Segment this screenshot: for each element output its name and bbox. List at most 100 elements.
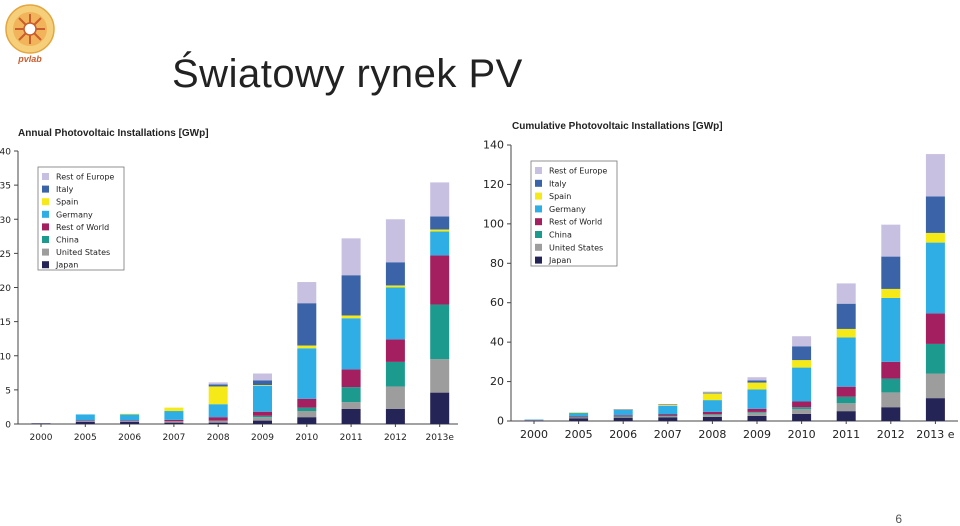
bar-segment-japan-2010 (297, 417, 317, 424)
x-tick-label: 2009 (251, 433, 274, 443)
bar-segment-china-2012 (881, 378, 901, 393)
bar-segment-spain-2013e (925, 232, 945, 243)
bar-segment-china-2006 (613, 416, 633, 417)
legend-label: Rest of World (549, 218, 602, 227)
bar-segment-rest-of-world-2010 (297, 398, 317, 408)
bar-segment-italy-2007 (658, 404, 678, 406)
x-tick-label: 2006 (118, 433, 141, 443)
legend-label: Rest of Europe (56, 173, 114, 182)
bar-segment-united-states-2005 (569, 417, 589, 419)
bar-segment-spain-2009 (747, 382, 767, 390)
bar-segment-italy-2010 (792, 346, 812, 361)
bar-segment-rest-of-world-2010 (792, 401, 812, 408)
legend-label: China (549, 231, 572, 240)
bar-segment-spain-2012 (881, 288, 901, 298)
bar-segment-italy-2008 (208, 384, 228, 387)
bar-segment-united-states-2013e (925, 373, 945, 399)
bar-segment-rest-of-world-2005 (75, 420, 95, 422)
y-tick-label: 140 (483, 139, 504, 152)
legend-label: Germany (549, 205, 586, 214)
bar-segment-rest-of-europe-2011 (836, 283, 856, 304)
y-tick-label: 0 (497, 415, 504, 428)
bar-segment-germany-2011 (836, 337, 856, 387)
x-tick-label: 2000 (520, 428, 548, 441)
bar-segment-spain-2013e (430, 229, 450, 232)
bar-segment-united-states-2007 (658, 415, 678, 418)
legend-box (530, 160, 618, 267)
bar-segment-rest-of-europe-2008 (208, 382, 228, 385)
x-tick-label: 2011 (832, 428, 860, 441)
bar-segment-rest-of-world-2007 (658, 414, 678, 416)
legend: Rest of Europe Italy Spain Germany Rest of W… (530, 160, 618, 267)
bar-segment-japan-2000 (31, 423, 51, 424)
bar-segment-italy-2008 (702, 392, 722, 394)
bar-segment-italy-2009 (747, 380, 767, 383)
bar-segment-china-2011 (341, 387, 361, 403)
bar-segment-united-states-2006 (120, 421, 140, 422)
legend-swatch (42, 223, 49, 231)
bar-segment-rest-of-europe-2013e (430, 182, 450, 217)
x-tick-label: 2012 (384, 433, 407, 443)
bar-segment-japan-2009 (747, 415, 767, 421)
x-tick-label: 2005 (565, 428, 593, 441)
y-tick-label: 25 (0, 250, 11, 260)
bar-segment-china-2013e (430, 304, 450, 360)
bar-segment-rest-of-world-2013e (430, 255, 450, 305)
bar-segment-germany-2009 (747, 389, 767, 409)
bar-segment-rest-of-world-2008 (702, 411, 722, 415)
legend: Rest of Europe Italy Spain Germany Rest of W… (37, 166, 125, 271)
bar-segment-japan-2005 (75, 421, 95, 424)
x-tick-label: 2008 (207, 433, 230, 443)
bar-segment-united-states-2010 (792, 408, 812, 414)
bar-segment-japan-2010 (792, 413, 812, 421)
bar-segment-rest-of-europe-2010 (297, 282, 317, 304)
annual-chart-title: Annual Photovoltaic Installations [GWp] (18, 128, 209, 139)
bar-segment-rest-of-europe-2007 (658, 404, 678, 405)
bar-segment-germany-2006 (120, 414, 140, 421)
bar-segment-spain-2011 (836, 328, 856, 338)
x-tick-label: 2013 e (916, 428, 954, 441)
x-tick-label: 2009 (743, 428, 771, 441)
bar-segment-rest-of-world-2009 (253, 411, 272, 416)
bar-segment-united-states-2012 (881, 392, 901, 408)
y-tick-label: 5 (5, 386, 11, 396)
bar-segment-japan-2009 (253, 420, 272, 424)
x-tick-label: 2007 (162, 433, 185, 443)
bar-segment-germany-2008 (702, 400, 722, 412)
bar-segment-united-states-2007 (164, 421, 184, 423)
legend-label: Italy (56, 185, 74, 194)
bar-segment-rest-of-world-2006 (120, 420, 140, 422)
bar-segment-china-2007 (658, 415, 678, 417)
bar-segment-rest-of-europe-2011 (341, 238, 361, 276)
bar-segment-china-2011 (836, 396, 856, 404)
x-tick-label: 2008 (698, 428, 726, 441)
bar-segment-italy-2013e (430, 216, 450, 230)
bar-segment-united-states-2011 (341, 402, 361, 409)
bar-segment-rest-of-europe-2013e (925, 154, 945, 197)
legend-swatch (535, 179, 542, 187)
y-tick-label: 120 (483, 178, 504, 191)
legend-swatch (42, 236, 49, 243)
bar-segment-germany-2013e (430, 231, 450, 256)
y-tick-label: 20 (490, 375, 504, 388)
bar-segment-rest-of-world-2012 (881, 361, 901, 379)
bar-segment-spain-2010 (297, 345, 317, 349)
y-tick-label: 100 (483, 217, 504, 230)
bar-segment-germany-2005 (569, 412, 589, 417)
bar-segment-japan-2008 (208, 422, 228, 424)
y-tick-label: 80 (490, 257, 504, 270)
bar-segment-germany-2008 (208, 404, 228, 418)
bar-segment-spain-2008 (702, 393, 722, 401)
bar-segment-rest-of-europe-2009 (747, 377, 767, 381)
x-tick-label: 2013e (425, 433, 454, 443)
bar-segment-rest-of-world-2009 (747, 408, 767, 412)
y-tick-label: 20 (0, 284, 11, 294)
legend-swatch (535, 167, 542, 174)
pvlab-logo: pvlab (5, 4, 55, 64)
legend-box (37, 166, 125, 271)
logo-text: pvlab (17, 54, 42, 64)
y-tick-label: 0 (5, 421, 11, 431)
bar-segment-japan-2007 (658, 417, 678, 421)
annual-installations-chart: 0 5 10 15 20 25 30 35 40 2000 2005 2006 2007 2008 2009… (0, 148, 458, 443)
bar-segment-rest-of-world-2013e (925, 313, 945, 344)
